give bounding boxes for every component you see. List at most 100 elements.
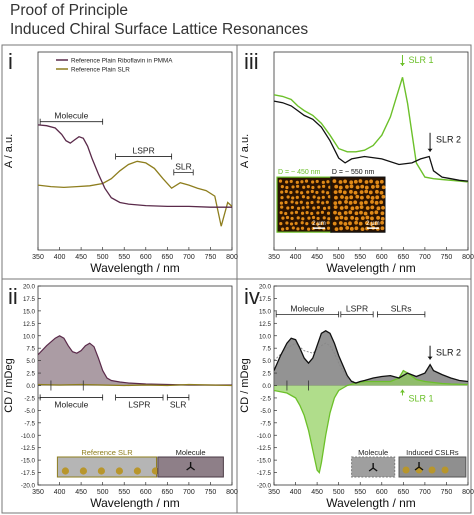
inset-particle: [379, 200, 384, 205]
inset-particle: [338, 221, 343, 225]
y-tick-label: -20.0: [21, 483, 36, 490]
inset-particle: [339, 215, 344, 220]
x-tick-label: 650: [161, 489, 173, 496]
inset-particle: [302, 185, 306, 189]
legend-particle: [133, 467, 141, 475]
panel-i: i 350 400 450 500 550 600 650 700 750 800 Wavelengt…: [3, 49, 238, 275]
y-tick-label: 12.5: [259, 321, 272, 328]
plot-content: [38, 124, 232, 227]
inset-particle: [379, 190, 384, 195]
inset-particle: [355, 194, 360, 199]
inset-particle: [334, 216, 339, 221]
inset-particle: [316, 205, 321, 210]
inset-particle: [286, 195, 290, 199]
inset-particle: [290, 216, 294, 221]
inset-particle: [334, 184, 339, 189]
y-tick-label: 10.0: [259, 333, 272, 340]
plot-content: [38, 335, 232, 391]
arrow-head: [427, 356, 433, 360]
x-tick-label: 800: [462, 489, 474, 496]
inset-particle: [327, 217, 331, 221]
arrow-label: SLR 1: [408, 393, 433, 403]
legend-particle: [441, 466, 449, 474]
arrow-label: SLR 2: [436, 134, 461, 144]
inset-particle: [301, 217, 305, 221]
inset-particle: [343, 211, 348, 215]
series-line: [274, 77, 468, 183]
inset-particle: [354, 216, 359, 221]
inset-particle: [334, 195, 338, 200]
x-tick-label: 750: [441, 489, 453, 496]
inset-particle: [289, 190, 293, 195]
inset-particle: [337, 211, 342, 216]
inset-particle: [316, 200, 320, 204]
inset-particle: [339, 226, 344, 231]
x-tick-label: 650: [397, 489, 409, 496]
inset-particle: [370, 200, 374, 204]
inset-particle: [296, 227, 300, 231]
inset-particle: [294, 221, 298, 225]
inset-particle: [369, 179, 374, 184]
inset-particle: [300, 226, 305, 230]
inset-particle: [381, 194, 386, 199]
range-label: Molecule: [290, 303, 324, 313]
series-line: [38, 160, 232, 227]
inset-particle: [380, 216, 385, 221]
inset-particle: [284, 200, 288, 205]
inset-particle: [355, 205, 359, 210]
y-axis-label: CD / mDeg: [239, 358, 251, 412]
inset-particle: [380, 211, 385, 216]
inset-particle: [364, 189, 369, 194]
inset-particle: [326, 226, 331, 230]
series-area: [274, 370, 468, 473]
inset-particle: [311, 180, 315, 184]
inset-particle: [379, 179, 384, 184]
y-tick-label: 12.5: [23, 321, 36, 328]
inset-particle: [296, 206, 301, 210]
inset-particle: [364, 185, 369, 190]
inset-particle: [296, 216, 300, 220]
inset-particle: [306, 196, 310, 200]
panel-numeral: iv: [244, 284, 260, 309]
y-axis-label: CD / mDeg: [3, 358, 15, 412]
x-tick-label: 800: [226, 254, 238, 261]
y-tick-label: 17.5: [23, 296, 36, 303]
x-tick-label: 700: [183, 489, 195, 496]
inset-particle: [359, 210, 363, 215]
inset-particle: [279, 222, 283, 226]
y-tick-label: -7.5: [260, 420, 271, 427]
inset-particle: [316, 211, 320, 215]
inset-particle: [281, 216, 285, 220]
inset-particle: [284, 211, 288, 216]
inset-particle: [295, 195, 299, 199]
series-area: [274, 330, 468, 386]
y-tick-label: -10.0: [257, 433, 272, 440]
y-tick-label: -7.5: [24, 420, 35, 427]
inset-particle: [343, 179, 348, 184]
inset-particle: [306, 190, 310, 194]
y-tick-label: 7.5: [262, 346, 271, 353]
inset-particle: [358, 221, 363, 226]
inset-particle: [290, 200, 294, 204]
legend-particle: [428, 466, 436, 474]
y-tick-label: 2.5: [262, 371, 271, 378]
inset-particle: [365, 215, 370, 220]
range-label: SLRs: [391, 303, 412, 313]
inset-particle: [360, 195, 364, 200]
x-tick-label: 750: [205, 254, 217, 261]
inset-particle: [285, 215, 290, 220]
y-tick-label: 15.0: [259, 308, 272, 315]
x-tick-label: 750: [441, 254, 453, 261]
inset-particle: [358, 179, 363, 184]
legend-box: [56, 456, 158, 478]
inset-particle: [350, 206, 355, 211]
inset-particle: [344, 205, 349, 210]
arrow-head: [427, 148, 433, 152]
inset-particle: [370, 205, 375, 210]
x-tick-label: 450: [311, 254, 323, 261]
y-tick-label: 17.5: [259, 296, 272, 303]
inset-particle: [371, 185, 375, 189]
x-tick-label: 350: [268, 489, 280, 496]
inset-particle: [333, 201, 338, 206]
panel-iii: iii 350 400 450 500 550 600 650 700 750 800 Wavelen…: [239, 49, 474, 275]
